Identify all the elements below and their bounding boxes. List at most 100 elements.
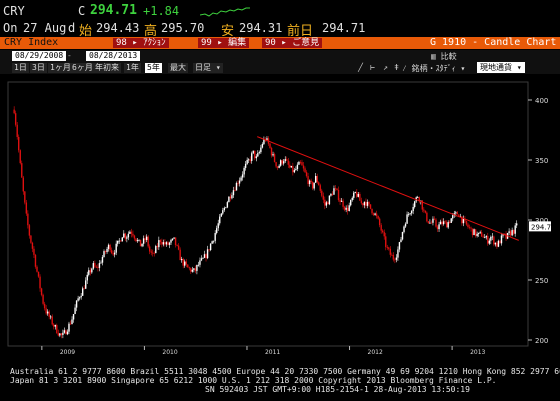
candle-body	[516, 223, 518, 226]
range-1y-button[interactable]: 1年	[124, 63, 141, 73]
last-price-box	[529, 221, 551, 232]
price-candles	[13, 106, 518, 339]
candle-body	[310, 180, 312, 183]
range-3d-button[interactable]: 3日	[30, 63, 47, 73]
candle-body	[351, 197, 353, 201]
annotate-icon[interactable]: ↗	[383, 63, 388, 72]
candle-body	[31, 242, 34, 249]
candle-body	[130, 231, 133, 234]
feedback-menu[interactable]: 90 ▸ ご意見	[262, 38, 323, 48]
candle-body	[231, 195, 233, 199]
candle-body	[445, 222, 448, 228]
candle-body	[321, 190, 323, 196]
candle-body	[240, 177, 242, 181]
candle-body	[179, 249, 181, 261]
candle-body	[441, 221, 443, 225]
edit-menu-number: 99	[201, 38, 212, 48]
candle-body	[222, 210, 224, 214]
text-tool-icon[interactable]: ǂ	[394, 63, 399, 72]
candle-body	[14, 113, 17, 125]
candle-body	[85, 280, 87, 289]
trendline	[257, 136, 519, 241]
candle-body	[120, 240, 122, 242]
action-menu[interactable]: 98 ▸ ｱｸｼｮﾝ	[113, 38, 169, 48]
candle-body	[327, 202, 329, 205]
candle-body	[295, 169, 297, 171]
candle-body	[165, 242, 168, 245]
currency-dropdown[interactable]: 現地通貨 ▾	[477, 62, 525, 73]
candle-body	[110, 250, 113, 254]
candle-body	[150, 251, 152, 253]
candle-body	[423, 209, 425, 211]
candle-body	[293, 170, 296, 173]
candle-body	[39, 276, 41, 289]
candle-body	[413, 201, 416, 208]
start-date-field[interactable]: 08/29/2008	[12, 51, 67, 61]
candle-body	[228, 196, 230, 203]
candle-body	[139, 239, 142, 247]
time-axis: 200820092010201120122013	[41, 346, 486, 356]
candle-body	[456, 212, 459, 215]
range-1d-button[interactable]: 1日	[12, 63, 29, 73]
candle-body	[40, 288, 43, 295]
candle-body	[60, 333, 63, 335]
candle-body	[133, 235, 136, 239]
low-value: 294.31	[239, 21, 283, 35]
compare-label: 比較	[440, 52, 457, 61]
candle-body	[50, 316, 52, 318]
candle-body	[336, 188, 338, 190]
edit-menu[interactable]: 99 ▸ 編集	[198, 38, 250, 48]
candle-body	[395, 257, 398, 260]
draw-line-icon[interactable]: ╱	[358, 63, 363, 72]
end-date-field[interactable]: 08/28/2013	[86, 51, 141, 61]
candle-body	[145, 236, 148, 241]
candle-body	[356, 192, 358, 197]
x-tick-label: 2010	[162, 349, 177, 356]
period-dropdown[interactable]: 日足 ▾	[193, 63, 223, 73]
range-1m-button[interactable]: 1ヶ月	[48, 63, 73, 73]
candle-body	[426, 212, 428, 222]
candle-body	[80, 295, 82, 298]
candle-body	[449, 222, 451, 223]
candle-body	[216, 228, 218, 234]
quote-date: 27 Aug	[23, 21, 67, 35]
edit-menu-label: 編集	[228, 38, 247, 48]
prev-close-label: 前日	[287, 24, 314, 39]
candle-body	[68, 323, 70, 332]
security-label[interactable]: CRY Index	[4, 37, 59, 48]
chart-gridlines	[7, 81, 529, 347]
candle-body	[337, 189, 340, 200]
price-axis: 200 250 300 350 400	[528, 97, 548, 345]
chevron-down-icon: ▾	[215, 63, 221, 72]
candle-body	[241, 174, 244, 178]
candle-body	[330, 193, 332, 196]
measure-icon[interactable]: ⊢	[370, 63, 375, 72]
candle-body	[269, 143, 271, 148]
chevron-down-icon: ▾	[460, 64, 466, 73]
candle-body	[453, 213, 455, 216]
candle-body	[439, 221, 442, 225]
candle-body	[36, 266, 38, 272]
candle-body	[348, 205, 350, 211]
range-6m-button[interactable]: 6ヶ月	[70, 63, 95, 73]
candle-body	[442, 221, 445, 225]
candle-body	[92, 263, 95, 269]
candle-body	[286, 159, 288, 161]
candle-body	[43, 303, 46, 309]
compare-button[interactable]: ▥ 比較	[431, 51, 457, 62]
candle-body	[400, 239, 402, 243]
candle-body	[473, 229, 475, 236]
range-5y-button[interactable]: 5年	[145, 63, 162, 73]
indicators-dropdown[interactable]: ⁄ 銘柄・ｽﾀﾃﾞｨ ▾	[402, 63, 465, 74]
candle-body	[485, 236, 487, 238]
range-ytd-button[interactable]: 年初来	[93, 63, 121, 73]
candle-body	[24, 191, 26, 203]
candle-body	[144, 238, 146, 241]
candle-body	[167, 242, 169, 245]
candle-body	[37, 271, 40, 277]
range-max-button[interactable]: 最大	[168, 63, 188, 73]
candle-body	[403, 226, 405, 232]
candle-body	[260, 147, 262, 153]
on-label: On	[3, 21, 18, 35]
